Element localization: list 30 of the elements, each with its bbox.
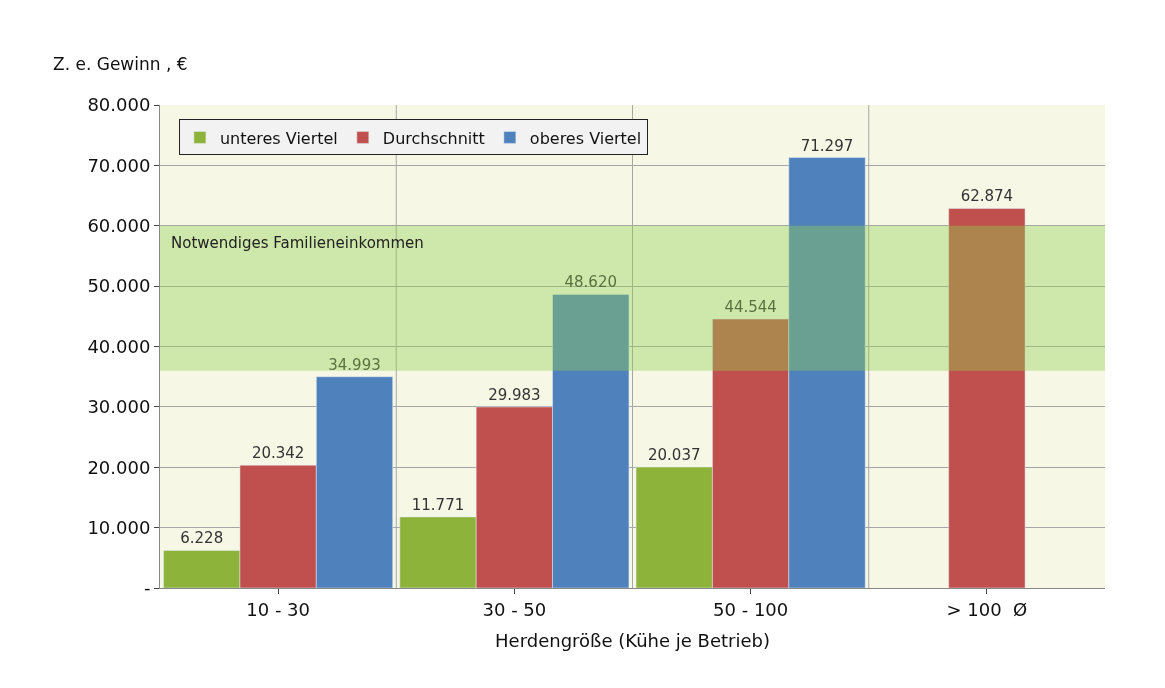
y-tick-label: 20.000 bbox=[87, 456, 151, 478]
y-tick-label: - bbox=[143, 577, 151, 599]
data-label: 11.771 bbox=[411, 495, 465, 514]
y-tick-label: 80.000 bbox=[87, 94, 151, 116]
y-tick-label: 10.000 bbox=[87, 516, 151, 538]
data-label: 62.874 bbox=[960, 187, 1014, 206]
x-tick-label: 10 - 30 bbox=[246, 598, 311, 620]
bar bbox=[948, 208, 1026, 588]
data-label: 34.993 bbox=[328, 355, 381, 374]
y-tick-label: 60.000 bbox=[87, 215, 151, 237]
x-tick-label: 50 - 100 bbox=[713, 598, 789, 620]
data-label: 71.297 bbox=[800, 136, 854, 155]
data-label: 48.620 bbox=[564, 273, 618, 292]
data-label: 44.544 bbox=[724, 298, 777, 317]
x-tick-label: 30 - 50 bbox=[482, 598, 547, 620]
y-axis-title: Z. e. Gewinn , € bbox=[53, 54, 188, 74]
y-tick-label: 30.000 bbox=[87, 396, 151, 418]
data-label: 20.342 bbox=[251, 444, 305, 463]
data-label: 20.037 bbox=[647, 446, 701, 465]
legend-label: oberes Viertel bbox=[529, 128, 642, 148]
legend-label: Durchschnitt bbox=[382, 128, 485, 148]
y-tick-label: 70.000 bbox=[87, 154, 151, 176]
legend-label: unteres Viertel bbox=[219, 128, 338, 148]
band-label: Notwendiges Familieneinkommen bbox=[171, 234, 424, 252]
data-label: 29.983 bbox=[488, 385, 541, 404]
x-axis-title: Herdengröße (Kühe je Betrieb) bbox=[495, 629, 770, 651]
y-tick-label: 50.000 bbox=[87, 275, 151, 297]
y-tick-label: 40.000 bbox=[87, 335, 151, 357]
x-tick-label: > 100 Ø bbox=[946, 598, 1028, 620]
data-label: 6.228 bbox=[180, 529, 224, 548]
